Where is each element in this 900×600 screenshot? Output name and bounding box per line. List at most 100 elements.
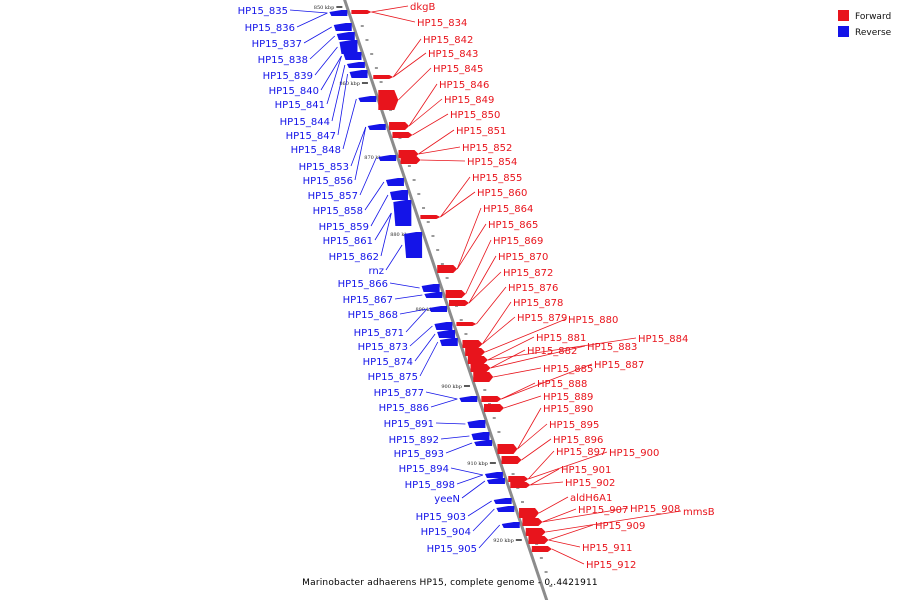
forward-gene-label[interactable]: HP15_872 [503, 268, 553, 279]
reverse-gene-block [393, 200, 412, 226]
forward-gene-label[interactable]: HP15_851 [456, 126, 506, 137]
forward-gene-label[interactable]: HP15_852 [462, 143, 512, 154]
forward-gene-label[interactable]: aldH6A1 [570, 493, 612, 504]
reverse-gene-label[interactable]: HP15_873 [358, 342, 408, 353]
forward-gene-label[interactable]: HP15_908 [630, 504, 680, 515]
reverse-gene-label[interactable]: HP15_847 [286, 131, 336, 142]
reverse-gene-label[interactable]: HP15_871 [354, 328, 404, 339]
reverse-gene-label[interactable]: HP15_886 [379, 403, 429, 414]
reverse-gene-label[interactable]: HP15_840 [269, 86, 319, 97]
reverse-gene-label[interactable]: HP15_862 [329, 252, 379, 263]
reverse-gene-label[interactable]: HP15_858 [313, 206, 363, 217]
reverse-gene-block [437, 330, 456, 338]
reverse-leader-line [385, 244, 403, 271]
forward-gene-label[interactable]: HP15_880 [568, 315, 618, 326]
forward-gene-label[interactable]: HP15_881 [536, 333, 586, 344]
forward-gene-label[interactable]: HP15_896 [553, 435, 603, 446]
forward-gene-label[interactable]: HP15_855 [472, 173, 522, 184]
forward-gene-label[interactable]: HP15_901 [561, 465, 611, 476]
forward-gene-label[interactable]: HP15_834 [417, 18, 467, 29]
tick-label: 870 kbp [364, 155, 385, 161]
forward-leader-line [538, 496, 569, 514]
reverse-gene-label[interactable]: HP15_841 [275, 100, 325, 111]
reverse-gene-label[interactable]: HP15_892 [389, 435, 439, 446]
forward-gene-label[interactable]: HP15_883 [587, 342, 637, 353]
reverse-gene-label[interactable]: HP15_859 [319, 222, 369, 233]
forward-gene-label[interactable]: HP15_885 [543, 364, 593, 375]
forward-gene-label[interactable]: HP15_882 [527, 346, 577, 357]
forward-leader-line [521, 438, 552, 461]
reverse-leader-line [337, 73, 348, 136]
forward-gene-label[interactable]: HP15_888 [537, 379, 587, 390]
forward-gene-label[interactable]: HP15_869 [493, 236, 543, 247]
forward-gene-label[interactable]: HP15_887 [594, 360, 644, 371]
forward-gene-label[interactable]: HP15_846 [439, 80, 489, 91]
forward-gene-block [389, 122, 410, 130]
reverse-gene-label[interactable]: HP15_904 [421, 527, 471, 538]
reverse-gene-label[interactable]: HP15_857 [308, 191, 358, 202]
reverse-leader-line [364, 181, 385, 211]
forward-gene-label[interactable]: HP15_897 [556, 447, 606, 458]
reverse-gene-label[interactable]: HP15_835 [238, 6, 288, 17]
forward-gene-label[interactable]: HP15_909 [595, 521, 645, 532]
forward-gene-label[interactable]: HP15_890 [543, 404, 593, 415]
forward-gene-label[interactable]: HP15_878 [513, 298, 563, 309]
reverse-leader-line [399, 308, 428, 315]
reverse-gene-label[interactable]: rnz [368, 266, 384, 277]
forward-gene-label[interactable]: HP15_850 [450, 110, 500, 121]
reverse-gene-label[interactable]: HP15_867 [343, 295, 393, 306]
forward-gene-label[interactable]: HP15_854 [467, 157, 517, 168]
forward-gene-label[interactable]: HP15_860 [477, 188, 527, 199]
reverse-leader-line [472, 508, 495, 532]
reverse-leader-line [461, 480, 486, 499]
reverse-gene-label[interactable]: HP15_848 [291, 145, 341, 156]
forward-gene-label[interactable]: HP15_849 [444, 95, 494, 106]
forward-gene-label[interactable]: HP15_884 [638, 334, 688, 345]
forward-gene-label[interactable]: dkgB [410, 2, 435, 13]
forward-gene-label[interactable]: HP15_902 [565, 478, 615, 489]
reverse-gene-label[interactable]: HP15_853 [299, 162, 349, 173]
forward-gene-label[interactable]: HP15_870 [498, 252, 548, 263]
reverse-gene-label[interactable]: HP15_891 [384, 419, 434, 430]
forward-gene-label[interactable]: HP15_911 [582, 543, 632, 554]
reverse-gene-label[interactable]: HP15_866 [338, 279, 388, 290]
forward-gene-label[interactable]: HP15_879 [517, 313, 567, 324]
forward-gene-label[interactable]: HP15_845 [433, 64, 483, 75]
reverse-legend-swatch [838, 26, 849, 37]
reverse-gene-label[interactable]: HP15_905 [427, 544, 477, 555]
reverse-leader-line [478, 524, 501, 549]
reverse-gene-label[interactable]: HP15_856 [303, 176, 353, 187]
forward-leader-line [418, 146, 461, 155]
forward-leader-line [493, 367, 542, 378]
reverse-gene-label[interactable]: HP15_836 [245, 23, 295, 34]
forward-gene-label[interactable]: mmsB [683, 507, 715, 518]
reverse-gene-label[interactable]: HP15_894 [399, 464, 449, 475]
forward-gene-label[interactable]: HP15_843 [428, 49, 478, 60]
reverse-gene-block [439, 338, 458, 346]
forward-gene-block [508, 476, 529, 482]
reverse-gene-label[interactable]: HP15_875 [368, 372, 418, 383]
forward-gene-label[interactable]: HP15_842 [423, 35, 473, 46]
reverse-gene-label[interactable]: HP15_898 [405, 480, 455, 491]
forward-gene-label[interactable]: HP15_889 [543, 392, 593, 403]
reverse-gene-label[interactable]: HP15_861 [323, 236, 373, 247]
reverse-gene-label[interactable]: HP15_839 [263, 71, 313, 82]
reverse-gene-label[interactable]: yeeN [434, 494, 460, 505]
reverse-gene-label[interactable]: HP15_868 [348, 310, 398, 321]
reverse-gene-label[interactable]: HP15_874 [363, 357, 413, 368]
forward-gene-block [462, 340, 483, 348]
reverse-gene-label[interactable]: HP15_844 [280, 117, 330, 128]
reverse-gene-label[interactable]: HP15_903 [416, 512, 466, 523]
forward-gene-label[interactable]: HP15_864 [483, 204, 533, 215]
reverse-gene-label[interactable]: HP15_877 [374, 388, 424, 399]
forward-gene-block [528, 536, 549, 544]
forward-gene-label[interactable]: HP15_900 [609, 448, 659, 459]
forward-gene-label[interactable]: HP15_912 [586, 560, 636, 571]
reverse-gene-label[interactable]: HP15_837 [252, 39, 302, 50]
reverse-gene-label[interactable]: HP15_838 [258, 55, 308, 66]
forward-gene-label[interactable]: HP15_907 [578, 505, 628, 516]
forward-gene-label[interactable]: HP15_876 [508, 283, 558, 294]
reverse-gene-label[interactable]: HP15_893 [394, 449, 444, 460]
forward-gene-label[interactable]: HP15_895 [549, 420, 599, 431]
forward-gene-label[interactable]: HP15_865 [488, 220, 538, 231]
